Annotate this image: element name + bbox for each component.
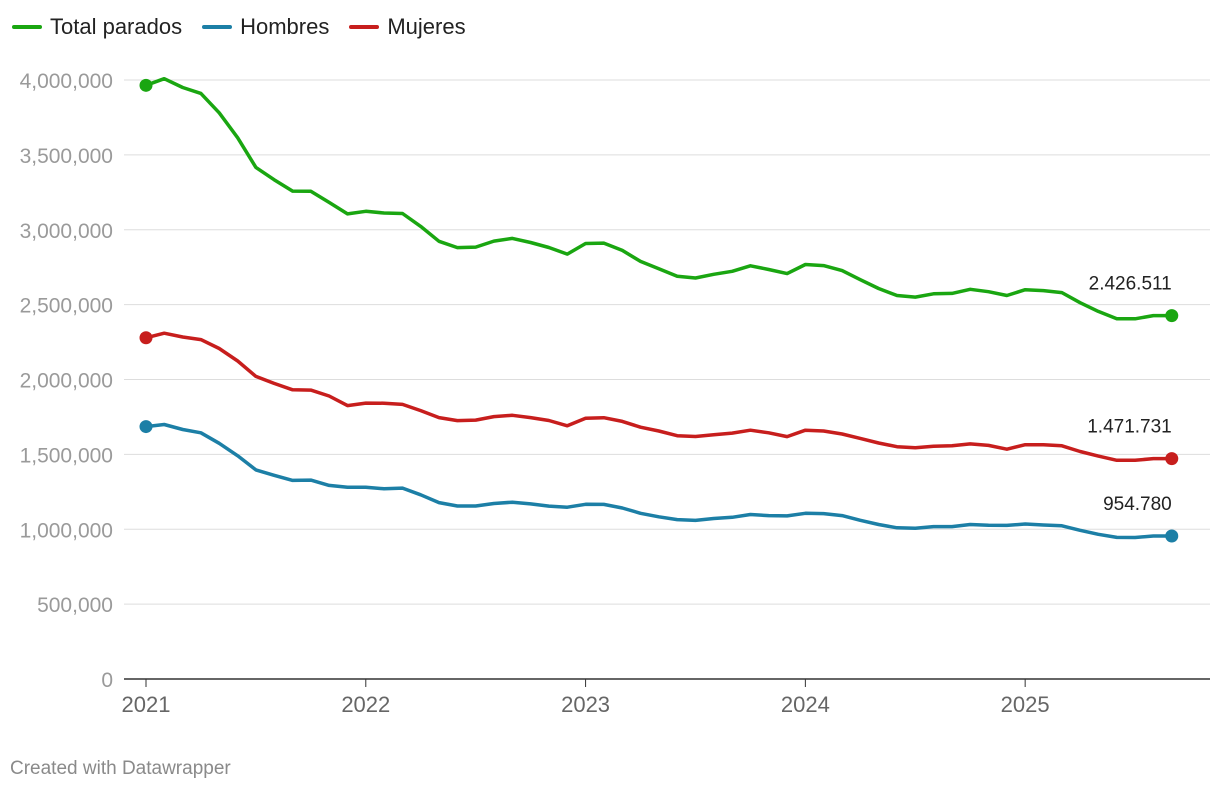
series-line-hombres bbox=[144, 422, 1174, 540]
y-tick-label: 3,000,000 bbox=[20, 220, 113, 243]
legend: Total parados Hombres Mujeres bbox=[12, 14, 466, 40]
x-tick-label: 2021 bbox=[122, 692, 171, 717]
x-tick-label: 2022 bbox=[341, 692, 390, 717]
end-label-layer: 2.426.511 954.780 1.471.731 bbox=[1087, 274, 1172, 515]
y-axis-tick-labels: 0 500,000 1,000,000 1,500,000 2,000,000 2,500… bbox=[20, 70, 113, 692]
y-tick-label: 1,000,000 bbox=[20, 519, 113, 542]
line-chart: 0 500,000 1,000,000 1,500,000 2,000,000 2,500… bbox=[20, 70, 1210, 717]
series-end-point bbox=[1165, 529, 1179, 543]
grid-layer bbox=[124, 79, 1210, 680]
series-end-value-label: 2.426.511 bbox=[1089, 274, 1172, 295]
x-tick-label: 2023 bbox=[561, 692, 610, 717]
y-tick-label: 2,500,000 bbox=[20, 295, 113, 318]
y-tick-label: 4,000,000 bbox=[20, 70, 113, 93]
x-tick-label: 2024 bbox=[781, 692, 830, 717]
series-start-point bbox=[139, 331, 153, 345]
legend-swatch-total bbox=[12, 25, 42, 29]
series-end-point bbox=[1165, 452, 1179, 466]
y-tick-label: 500,000 bbox=[37, 594, 113, 617]
series-end-value-label: 1.471.731 bbox=[1087, 417, 1172, 438]
y-tick-label: 0 bbox=[101, 669, 113, 692]
x-axis-tick-labels: 2021 2022 2023 2024 2025 bbox=[122, 679, 1050, 717]
series-start-point bbox=[139, 78, 153, 92]
y-tick-label: 2,000,000 bbox=[20, 370, 113, 393]
legend-swatch-mujeres bbox=[349, 25, 380, 29]
series-start-point bbox=[139, 420, 153, 434]
legend-label-hombres: Hombres bbox=[240, 14, 330, 39]
legend-label-total: Total parados bbox=[50, 14, 183, 39]
series-layer bbox=[139, 76, 1179, 543]
series-line-total-parados bbox=[144, 76, 1174, 321]
series-end-point bbox=[1165, 309, 1179, 323]
series-end-value-label: 954.780 bbox=[1103, 494, 1172, 515]
y-tick-label: 3,500,000 bbox=[20, 145, 113, 168]
legend-item-hombres: Hombres bbox=[202, 14, 329, 40]
legend-label-mujeres: Mujeres bbox=[387, 14, 466, 39]
legend-item-total: Total parados bbox=[12, 14, 182, 40]
legend-item-mujeres: Mujeres bbox=[349, 14, 466, 40]
series-line-mujeres bbox=[144, 331, 1174, 463]
x-tick-label: 2025 bbox=[1001, 692, 1050, 717]
legend-swatch-hombres bbox=[202, 25, 233, 29]
y-tick-label: 1,500,000 bbox=[20, 444, 113, 467]
footer-credit: Created with Datawrapper bbox=[10, 758, 231, 779]
